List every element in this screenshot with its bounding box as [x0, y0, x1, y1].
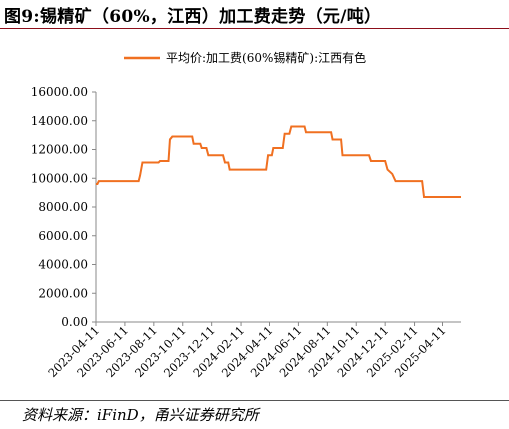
footer-divider	[0, 400, 509, 401]
chart-title: 图9:锡精矿（60%，江西）加工费走势（元/吨）	[4, 7, 382, 27]
chart-axes	[95, 92, 461, 323]
source-note: 资料来源：iFinD，甬兴证券研究所	[22, 406, 259, 424]
y-tick-label: 0.00	[61, 315, 88, 329]
x-axis-ticks: 2023-04-112023-06-112023-08-112023-10-11…	[45, 322, 449, 380]
y-tick-label: 16000.00	[31, 85, 88, 99]
y-axis-ticks: 0.00 2000.00 4000.00 6000.00 8000.00 10000.00…	[31, 85, 96, 329]
y-tick-label: 4000.00	[38, 258, 88, 272]
y-tick-label: 10000.00	[31, 171, 88, 185]
y-tick-label: 14000.00	[31, 114, 88, 128]
y-tick-label: 12000.00	[31, 143, 88, 157]
series-line	[96, 125, 461, 198]
legend-label: 平均价:加工费(60%锡精矿):江西有色	[166, 50, 366, 65]
line-chart: 平均价:加工费(60%锡精矿):江西有色 0.00 2000.00 4000.00 6…	[31, 50, 461, 380]
title-divider	[0, 28, 509, 29]
y-tick-label: 8000.00	[38, 200, 88, 214]
y-tick-label: 6000.00	[38, 229, 88, 243]
legend: 平均价:加工费(60%锡精矿):江西有色	[124, 50, 366, 65]
plot-area	[96, 125, 461, 198]
y-tick-label: 2000.00	[38, 286, 88, 300]
